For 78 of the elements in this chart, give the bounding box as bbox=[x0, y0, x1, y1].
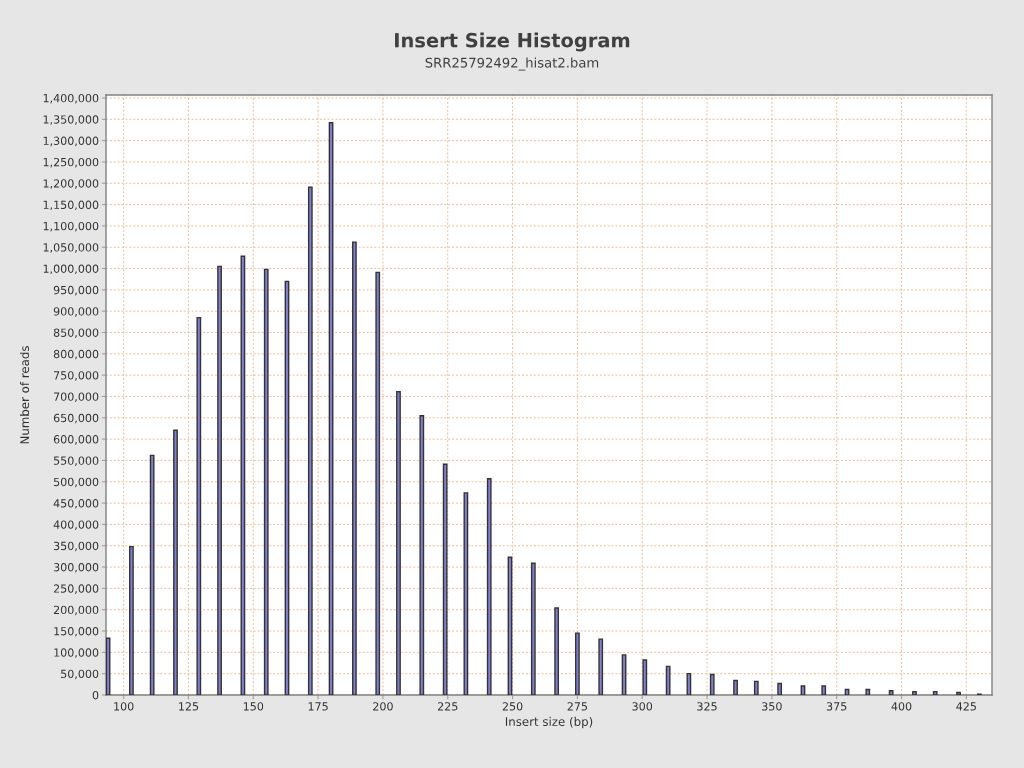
y-tick-label: 100,000 bbox=[54, 648, 99, 658]
x-tick-label: 325 bbox=[697, 702, 717, 711]
bar bbox=[530, 562, 536, 695]
y-tick-label: 1,400,000 bbox=[43, 93, 99, 104]
x-tick-label: 375 bbox=[826, 702, 847, 711]
y-tick-label: 350,000 bbox=[53, 541, 99, 552]
y-tick-label: 400,000 bbox=[53, 520, 99, 530]
chart-subtitle: SRR25792492_hisat2.bam bbox=[425, 57, 599, 71]
bar bbox=[196, 316, 202, 695]
y-tick-label: 1,200,000 bbox=[43, 179, 99, 189]
y-tick-label: 1,150,000 bbox=[43, 200, 99, 211]
y-tick-label: 500,000 bbox=[53, 477, 99, 488]
bar bbox=[352, 241, 357, 695]
x-tick-label: 425 bbox=[956, 702, 976, 711]
bar bbox=[865, 688, 871, 695]
y-tick-label: 650,000 bbox=[53, 413, 99, 424]
y-tick-label: 1,000,000 bbox=[43, 264, 99, 275]
x-tick-label: 250 bbox=[502, 702, 523, 711]
y-tick-label: 550,000 bbox=[53, 456, 99, 466]
chart-title: Insert Size Histogram bbox=[395, 32, 630, 52]
y-tick-label: 1,350,000 bbox=[43, 115, 99, 125]
x-tick-label: 200 bbox=[373, 702, 393, 711]
bar bbox=[575, 632, 580, 695]
bar bbox=[733, 679, 738, 695]
bar bbox=[912, 690, 917, 695]
x-tick-label: 350 bbox=[762, 702, 782, 711]
bar bbox=[307, 186, 313, 695]
bar bbox=[888, 690, 894, 695]
bar bbox=[486, 478, 492, 695]
x-tick-label: 300 bbox=[632, 702, 653, 711]
y-tick-label: 900,000 bbox=[53, 307, 99, 317]
y-tick-label: 1,050,000 bbox=[43, 243, 99, 253]
bar bbox=[129, 545, 134, 695]
x-tick-label: 100 bbox=[114, 702, 134, 711]
bar bbox=[106, 637, 111, 695]
x-tick-label: 400 bbox=[891, 702, 912, 711]
bar bbox=[375, 271, 381, 695]
bar bbox=[598, 638, 604, 695]
x-tick-label: 175 bbox=[308, 702, 328, 711]
bar bbox=[800, 685, 806, 695]
y-tick-label: 800,000 bbox=[53, 349, 99, 360]
y-tick-label: 950,000 bbox=[53, 285, 99, 296]
bar bbox=[753, 680, 759, 695]
bar bbox=[932, 690, 938, 695]
y-tick-label: 150,000 bbox=[54, 627, 99, 637]
bar bbox=[821, 685, 827, 695]
bar bbox=[777, 682, 783, 695]
y-tick-label: 1,100,000 bbox=[43, 221, 99, 232]
x-tick-label: 225 bbox=[437, 702, 458, 711]
bar bbox=[665, 665, 671, 695]
x-axis-title: Insert size (bp) bbox=[505, 716, 593, 729]
y-tick-label: 850,000 bbox=[53, 328, 99, 339]
bar bbox=[442, 463, 448, 695]
x-tick-label: 125 bbox=[179, 702, 199, 711]
y-tick-label: 50,000 bbox=[61, 669, 99, 680]
y-tick-label: 1,300,000 bbox=[43, 136, 99, 147]
y-tick-label: 600,000 bbox=[53, 435, 99, 445]
bar bbox=[956, 691, 961, 695]
bar bbox=[263, 268, 269, 695]
x-tick-label: 150 bbox=[243, 702, 264, 711]
y-tick-label: 300,000 bbox=[53, 563, 99, 573]
x-tick-label: 275 bbox=[567, 702, 588, 711]
y-axis-title: Number of reads bbox=[19, 346, 30, 444]
y-tick-label: 0 bbox=[92, 690, 99, 700]
bar bbox=[217, 265, 222, 695]
bar bbox=[149, 454, 155, 695]
bar bbox=[709, 673, 715, 695]
bar bbox=[554, 607, 560, 695]
y-tick-label: 200,000 bbox=[53, 605, 99, 616]
bar bbox=[396, 391, 401, 695]
y-tick-label: 1,250,000 bbox=[43, 157, 99, 168]
y-tick-label: 450,000 bbox=[53, 499, 99, 509]
bar bbox=[419, 414, 425, 695]
bar bbox=[642, 659, 648, 695]
y-tick-label: 700,000 bbox=[54, 392, 99, 403]
bar bbox=[173, 429, 178, 695]
y-tick-label: 750,000 bbox=[54, 371, 99, 381]
y-tick-label: 250,000 bbox=[53, 584, 99, 594]
